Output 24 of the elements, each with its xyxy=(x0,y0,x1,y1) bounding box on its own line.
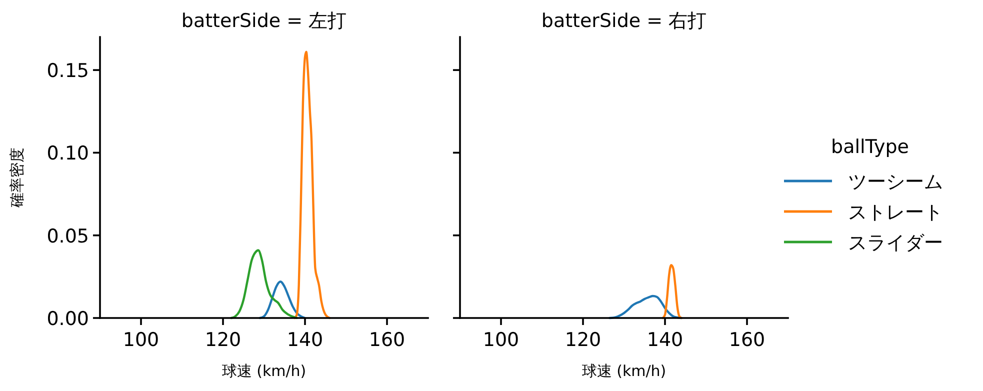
y-axis-title: 確率密度 xyxy=(8,148,26,208)
x-axis-title: 球速 (km/h) xyxy=(222,362,306,380)
x-tick-label: 100 xyxy=(482,329,520,351)
legend-label: ストレート xyxy=(848,202,943,224)
x-tick-label: 100 xyxy=(122,329,160,351)
legend-title: ballType xyxy=(831,136,909,158)
line-series xyxy=(258,280,306,320)
chart-title: batterSide = 左打 xyxy=(181,10,347,32)
x-tick-label: 120 xyxy=(564,329,602,351)
x-tick-label: 120 xyxy=(204,329,242,351)
legend-label: スライダー xyxy=(848,232,943,254)
y-tick-label: 0.15 xyxy=(46,60,89,82)
y-tick-label: 0.00 xyxy=(46,308,89,330)
line-series xyxy=(294,50,331,320)
x-tick-label: 160 xyxy=(368,329,406,351)
x-tick-label: 160 xyxy=(728,329,766,351)
y-tick-label: 0.10 xyxy=(46,142,89,165)
x-axis-title: 球速 (km/h) xyxy=(582,362,666,380)
x-tick-label: 140 xyxy=(646,329,684,351)
x-tick-label: 140 xyxy=(286,329,324,351)
chart-title: batterSide = 右打 xyxy=(541,10,707,32)
y-tick-label: 0.05 xyxy=(46,225,89,248)
line-series xyxy=(230,249,298,320)
legend-label: ツーシーム xyxy=(848,171,943,193)
